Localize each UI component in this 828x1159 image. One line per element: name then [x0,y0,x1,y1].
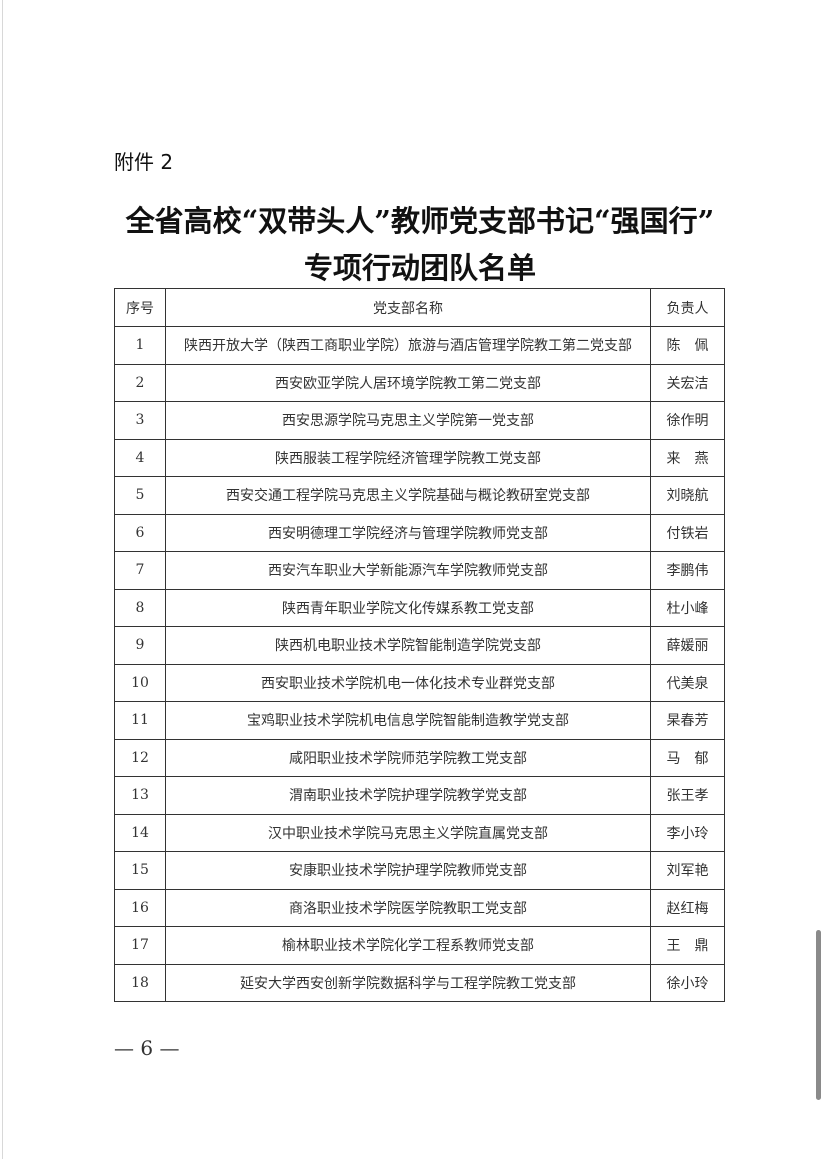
leader-name: 王 鼎 [650,926,725,965]
table-row: 9 陕西机电职业技术学院智能制造学院党支部 薛媛丽 [114,626,725,665]
row-index: 6 [114,513,166,552]
table-row: 14 汉中职业技术学院马克思主义学院直属党支部 李小玲 [114,813,725,852]
leader-name: 马 郁 [650,738,725,777]
branch-name: 咸阳职业技术学院师范学院教工党支部 [165,738,651,777]
header-leader: 负责人 [650,288,725,327]
branch-name: 榆林职业技术学院化学工程系教师党支部 [165,926,651,965]
table-row: 17 榆林职业技术学院化学工程系教师党支部王 鼎 [114,926,725,965]
row-index: 16 [114,888,166,927]
row-index: 15 [114,851,166,890]
table-row: 8 陕西青年职业学院文化传媒系教工党支部 杜小峰 [114,588,725,627]
leader-name: 李鹏伟 [650,551,725,590]
page-number: — 6 — [114,1036,180,1060]
leader-name: 张王孝 [650,776,725,815]
header-index: 序号 [114,288,166,327]
row-index: 9 [114,626,166,665]
leader-name: 赵红梅 [650,888,725,927]
table-row: 3 西安思源学院马克思主义学院第一党支部 徐作明 [114,401,725,440]
team-list-table: 序号 党支部名称 负责人 1 陕西开放大学（陕西工商职业学院）旅游与酒店管理学院教… [114,288,725,1002]
branch-name: 商洛职业技术学院医学院教职工党支部 [165,888,651,927]
header-branch-name: 党支部名称 [165,288,651,327]
branch-name: 陕西机电职业技术学院智能制造学院党支部 [165,626,651,665]
leader-name: 付铁岩 [650,513,725,552]
row-index: 17 [114,926,166,965]
table-row: 6 西安明德理工学院经济与管理学院教师党支部 付铁岩 [114,513,725,552]
row-index: 13 [114,776,166,815]
row-index: 14 [114,813,166,852]
leader-name: 陈 佩 [650,326,725,365]
table-row: 13 渭南职业技术学院护理学院教学党支部 张王孝 [114,776,725,815]
row-index: 8 [114,588,166,627]
attachment-label: 附件 2 [114,150,174,174]
branch-name: 西安思源学院马克思主义学院第一党支部 [165,401,651,440]
branch-name: 延安大学西安创新学院数据科学与工程学院教工党支部 [165,963,651,1002]
branch-name: 陕西青年职业学院文化传媒系教工党支部 [165,588,651,627]
page-edge [2,0,3,1159]
row-index: 12 [114,738,166,777]
branch-name: 渭南职业技术学院护理学院教学党支部 [165,776,651,815]
document-title-line2: 专项行动团队名单 [303,251,536,285]
leader-name: 徐小玲 [650,963,725,1002]
row-index: 18 [114,963,166,1002]
leader-name: 来 燕 [650,438,725,477]
row-index: 3 [114,401,166,440]
branch-name: 安康职业技术学院护理学院教师党支部 [165,851,651,890]
table-row: 18 延安大学西安创新学院数据科学与工程学院教工党支部 徐小玲 [114,963,725,1002]
row-index: 4 [114,438,166,477]
branch-name: 陕西开放大学（陕西工商职业学院）旅游与酒店管理学院教工第二党支部 [165,326,651,365]
table-row: 10 西安职业技术学院机电一体化技术专业群党支部 代美泉 [114,663,725,702]
leader-name: 关宏洁 [650,363,725,402]
leader-name: 李小玲 [650,813,725,852]
leader-name: 徐作明 [650,401,725,440]
table-row: 2 西安欧亚学院人居环境学院教工第二党支部 关宏洁 [114,363,725,402]
table-row: 4 陕西服装工程学院经济管理学院教工党支部来 燕 [114,438,725,477]
table-row: 7 西安汽车职业大学新能源汽车学院教师党支部 李鹏伟 [114,551,725,590]
row-index: 5 [114,476,166,515]
branch-name: 西安交通工程学院马克思主义学院基础与概论教研室党支部 [165,476,651,515]
leader-name: 刘军艳 [650,851,725,890]
branch-name: 西安欧亚学院人居环境学院教工第二党支部 [165,363,651,402]
branch-name: 西安明德理工学院经济与管理学院教师党支部 [165,513,651,552]
table-row: 5 西安交通工程学院马克思主义学院基础与概论教研室党支部 刘晓航 [114,476,725,515]
row-index: 11 [114,701,166,740]
scrollbar[interactable] [816,930,821,1100]
branch-name: 西安汽车职业大学新能源汽车学院教师党支部 [165,551,651,590]
branch-name: 宝鸡职业技术学院机电信息学院智能制造教学党支部 [165,701,651,740]
table-header-row: 序号 党支部名称 负责人 [114,288,725,327]
branch-name: 西安职业技术学院机电一体化技术专业群党支部 [165,663,651,702]
branch-name: 汉中职业技术学院马克思主义学院直属党支部 [165,813,651,852]
leader-name: 代美泉 [650,663,725,702]
table-row: 11 宝鸡职业技术学院机电信息学院智能制造教学党支部 杲春芳 [114,701,725,740]
table-row: 16 商洛职业技术学院医学院教职工党支部 赵红梅 [114,888,725,927]
leader-name: 刘晓航 [650,476,725,515]
branch-name: 陕西服装工程学院经济管理学院教工党支部 [165,438,651,477]
row-index: 7 [114,551,166,590]
row-index: 1 [114,326,166,365]
leader-name: 杲春芳 [650,701,725,740]
document-title-line1: 全省高校“双带头人”教师党支部书记“强国行” [125,204,715,238]
table-row: 15 安康职业技术学院护理学院教师党支部 刘军艳 [114,851,725,890]
row-index: 2 [114,363,166,402]
leader-name: 薛媛丽 [650,626,725,665]
table-row: 1 陕西开放大学（陕西工商职业学院）旅游与酒店管理学院教工第二党支部陈 佩 [114,326,725,365]
row-index: 10 [114,663,166,702]
leader-name: 杜小峰 [650,588,725,627]
table-row: 12 咸阳职业技术学院师范学院教工党支部马 郁 [114,738,725,777]
